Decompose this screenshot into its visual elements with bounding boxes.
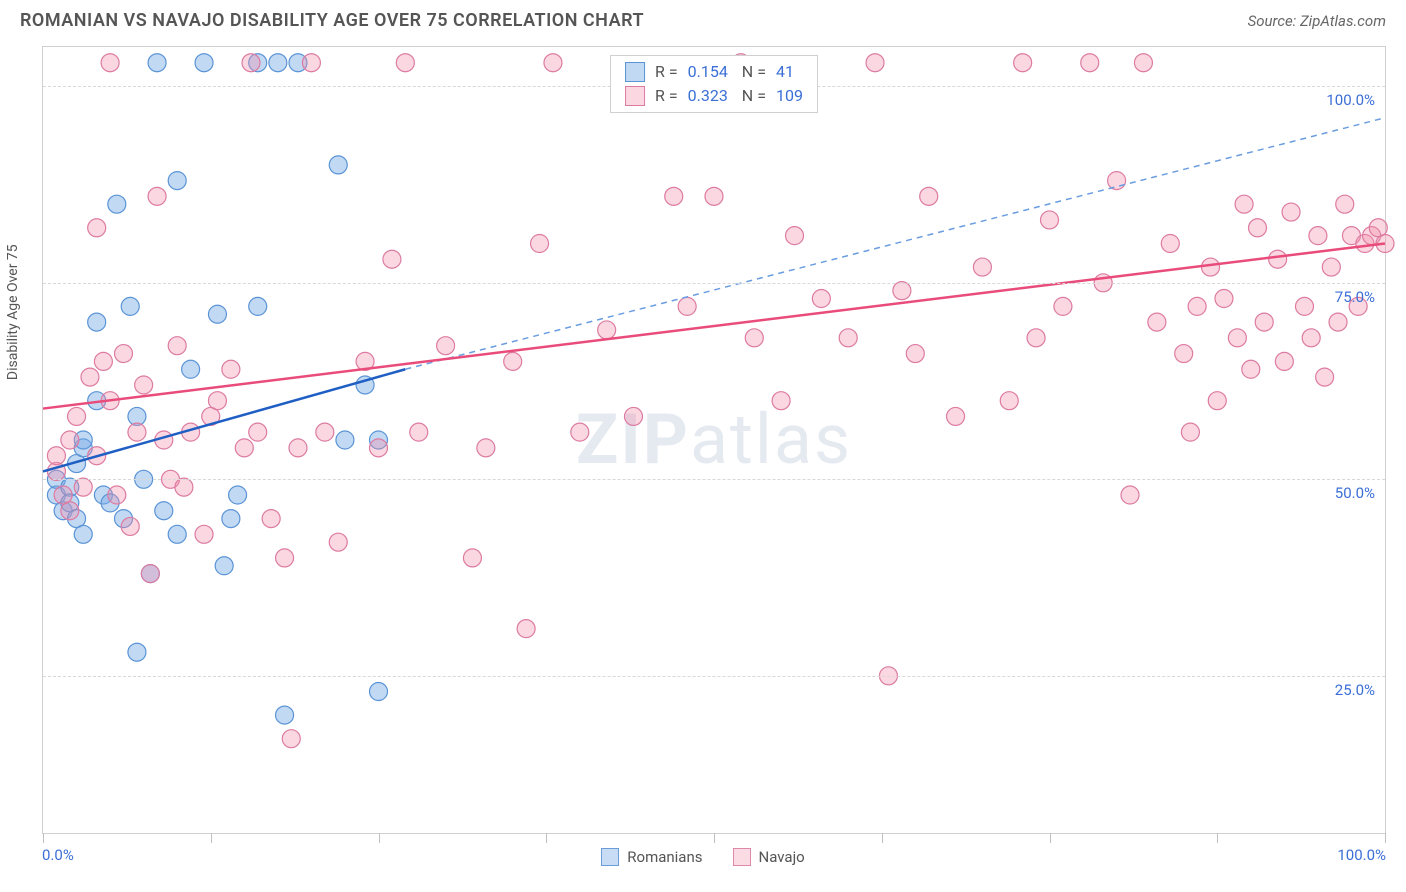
y-tick-label: 50.0%: [1335, 484, 1375, 502]
y-axis-label: Disability Age Over 75: [5, 244, 21, 380]
legend-swatch-icon: [625, 86, 645, 106]
chart-title: ROMANIAN VS NAVAJO DISABILITY AGE OVER 7…: [20, 10, 644, 31]
legend-item-navajo: Navajo: [733, 848, 805, 866]
series-legend: Romanians Navajo: [0, 848, 1406, 866]
correlation-legend-row: R =0.323 N =109: [625, 84, 803, 108]
chart-area: Disability Age Over 75 ZIPatlas R =0.154…: [42, 46, 1386, 834]
scatter-plot: [43, 47, 1385, 833]
legend-swatch-icon: [601, 848, 619, 866]
correlation-legend-row: R =0.154 N =41: [625, 60, 803, 84]
y-tick-label: 25.0%: [1335, 681, 1375, 699]
source-attribution: Source: ZipAtlas.com: [1248, 12, 1386, 30]
correlation-legend: R =0.154 N =41 R =0.323 N =109: [610, 55, 818, 113]
y-tick-label: 75.0%: [1335, 288, 1375, 306]
legend-swatch-icon: [733, 848, 751, 866]
legend-swatch-icon: [625, 62, 645, 82]
y-tick-label: 100.0%: [1326, 91, 1375, 109]
legend-item-romanians: Romanians: [601, 848, 702, 866]
